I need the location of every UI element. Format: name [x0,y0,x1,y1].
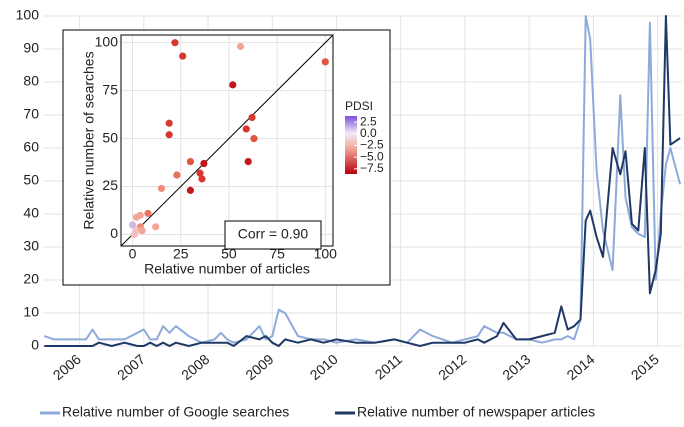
x-axis-title: Relative number of articles [144,261,310,277]
colorbar-tick-label: −5.0 [360,149,384,163]
colorbar-tick-label: −2.5 [360,138,384,152]
y-tick-label: 90 [23,40,39,56]
y-tick-label: 40 [23,205,39,221]
scatter-point [321,58,329,66]
identity-line [120,34,334,247]
colorbar-title: PDSI [345,99,373,113]
x-tick-label: 75 [269,246,285,262]
y-tick-label: 20 [23,271,39,287]
x-tick-label: 2011 [372,351,406,383]
y-tick-label: 70 [23,106,39,122]
colorbar-tick-label: −7.5 [360,161,384,175]
y-tick-label: 30 [23,238,39,254]
x-tick-label: 50 [221,246,237,262]
colorbar-tick-label: 2.5 [360,114,377,128]
scatter-point [236,42,245,51]
scatter-point [196,169,204,177]
legend-label: Relative number of newspaper articles [357,404,595,420]
scatter-point [173,171,181,179]
scatter-point [132,213,141,221]
x-tick-label: 2006 [50,351,84,383]
scatter-point [179,52,187,60]
x-tick-label: 2009 [242,351,276,383]
y-tick-label: 75 [102,81,118,97]
x-tick-label: 2015 [628,351,662,383]
x-tick-label: 2014 [564,351,598,383]
scatter-point [144,209,152,217]
y-tick-label: 0 [31,337,39,353]
y-tick-label: 25 [102,177,118,193]
x-tick-label: 2012 [435,351,469,383]
scatter-point [128,221,137,229]
colorbar-tick-label: 0.0 [360,126,377,140]
y-tick-label: 100 [16,7,40,23]
scatter-point [130,230,139,239]
data-line [44,15,681,347]
y-tick-label: 10 [23,304,39,320]
scatter-point [250,134,258,143]
scatter-point [186,186,194,194]
x-tick-label: 2010 [307,351,341,383]
scatter-point [186,158,194,166]
y-tick-label: 80 [23,73,39,89]
x-tick-label: 0 [129,246,137,262]
scatter-point [200,159,208,168]
scatter-point [157,184,166,193]
scatter-point [165,131,173,139]
y-tick-label: 50 [102,129,118,145]
x-tick-label: 2013 [499,351,533,383]
scatter-point [244,158,252,166]
y-tick-label: 0 [110,225,118,241]
colorbar [345,116,357,174]
y-tick-label: 60 [23,139,39,155]
y-axis-title: Relative number of searches [81,51,97,229]
x-tick-label: 25 [173,246,189,262]
scatter-point [198,175,206,183]
x-tick-label: 100 [314,246,338,262]
x-tick-label: 2007 [114,351,148,383]
y-tick-label: 50 [23,172,39,188]
scatter-point [138,227,146,235]
scatter-point [171,39,179,47]
legend-label: Relative number of Google searches [62,404,289,420]
x-tick-label: 2008 [178,351,212,383]
scatter-point [165,119,173,127]
scatter-point [229,81,237,89]
annotation-box [224,220,322,250]
annotation: Corr = 0.90 [238,226,309,242]
scatter-point [242,125,250,133]
y-tick-label: 100 [95,33,119,49]
scatter-point [152,223,160,231]
scatter-point [248,113,256,122]
